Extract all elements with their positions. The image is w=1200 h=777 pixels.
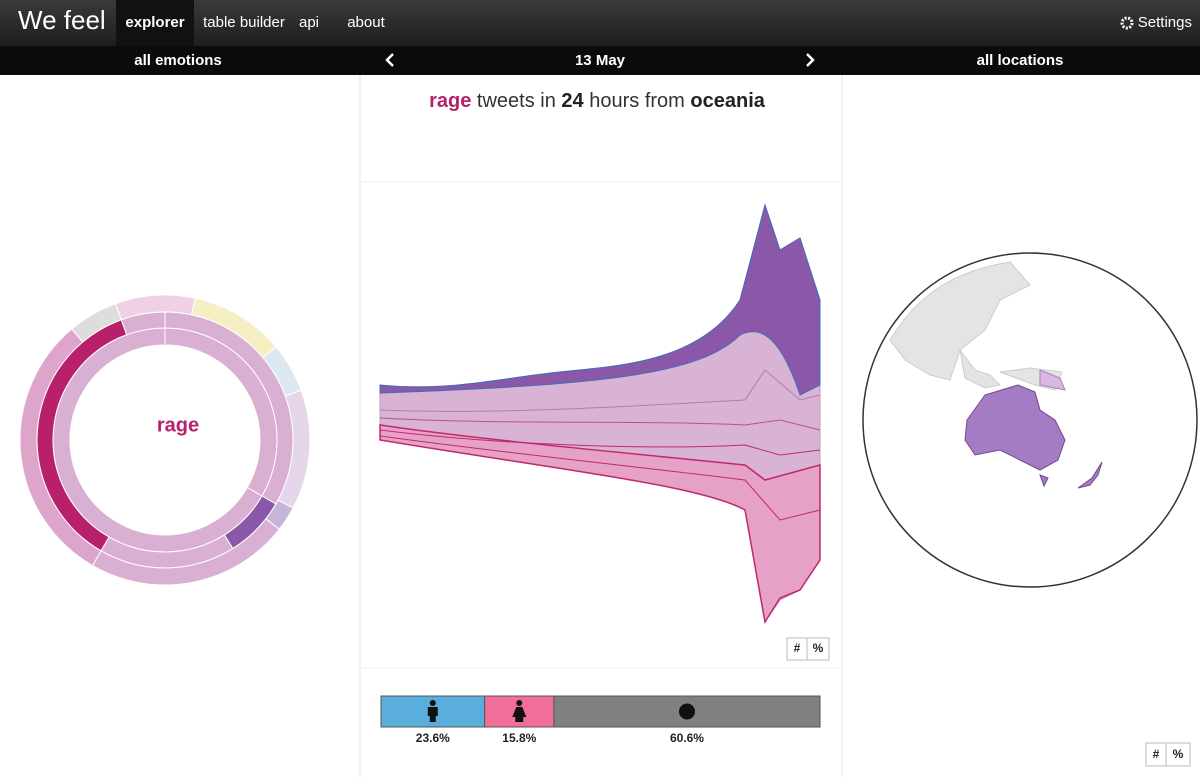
sunburst[interactable] [19,294,311,586]
toggle-label[interactable]: % [813,641,824,655]
settings[interactable]: Settings [1138,14,1192,31]
prev-arrow[interactable] [385,53,394,67]
nav-item[interactable]: table builder [203,14,285,31]
toggle-label[interactable]: # [794,641,801,655]
date: 13 May [575,52,626,69]
subnav [0,46,1200,75]
gear-icon[interactable] [1120,16,1134,30]
brand[interactable]: We feel [18,5,106,35]
toggle-label[interactable]: # [1153,747,1160,761]
value-label: 15.8% [502,731,536,745]
icon [512,707,527,722]
icon [429,700,436,706]
value-label: 60.6% [670,731,704,745]
toggle-button[interactable] [1165,742,1191,767]
nav-item[interactable]: about [347,14,385,31]
toggle-button[interactable] [806,637,830,661]
streamgraph[interactable] [379,203,821,625]
gender-bar: 23.6% 15.8% 60.6% [380,695,821,745]
navbar [0,0,1200,46]
value-label: 23.6% [416,731,450,745]
globe[interactable] [862,252,1198,588]
sunburst-segment[interactable] [71,303,122,343]
next-arrow[interactable] [806,53,815,67]
emotion-select[interactable]: all emotions [134,52,222,69]
nav-item[interactable]: api [299,14,319,31]
location-select[interactable]: all locations [977,52,1064,69]
icon [516,700,523,706]
active-tab-bg [116,0,194,46]
sunburst-center-label: rage [157,414,199,436]
headline: rage tweets in 24 hours from oceania [429,90,766,112]
icon [678,703,695,720]
toggle-label[interactable]: % [1173,747,1184,761]
nav-item[interactable]: explorer [125,14,184,31]
icon [427,707,438,722]
